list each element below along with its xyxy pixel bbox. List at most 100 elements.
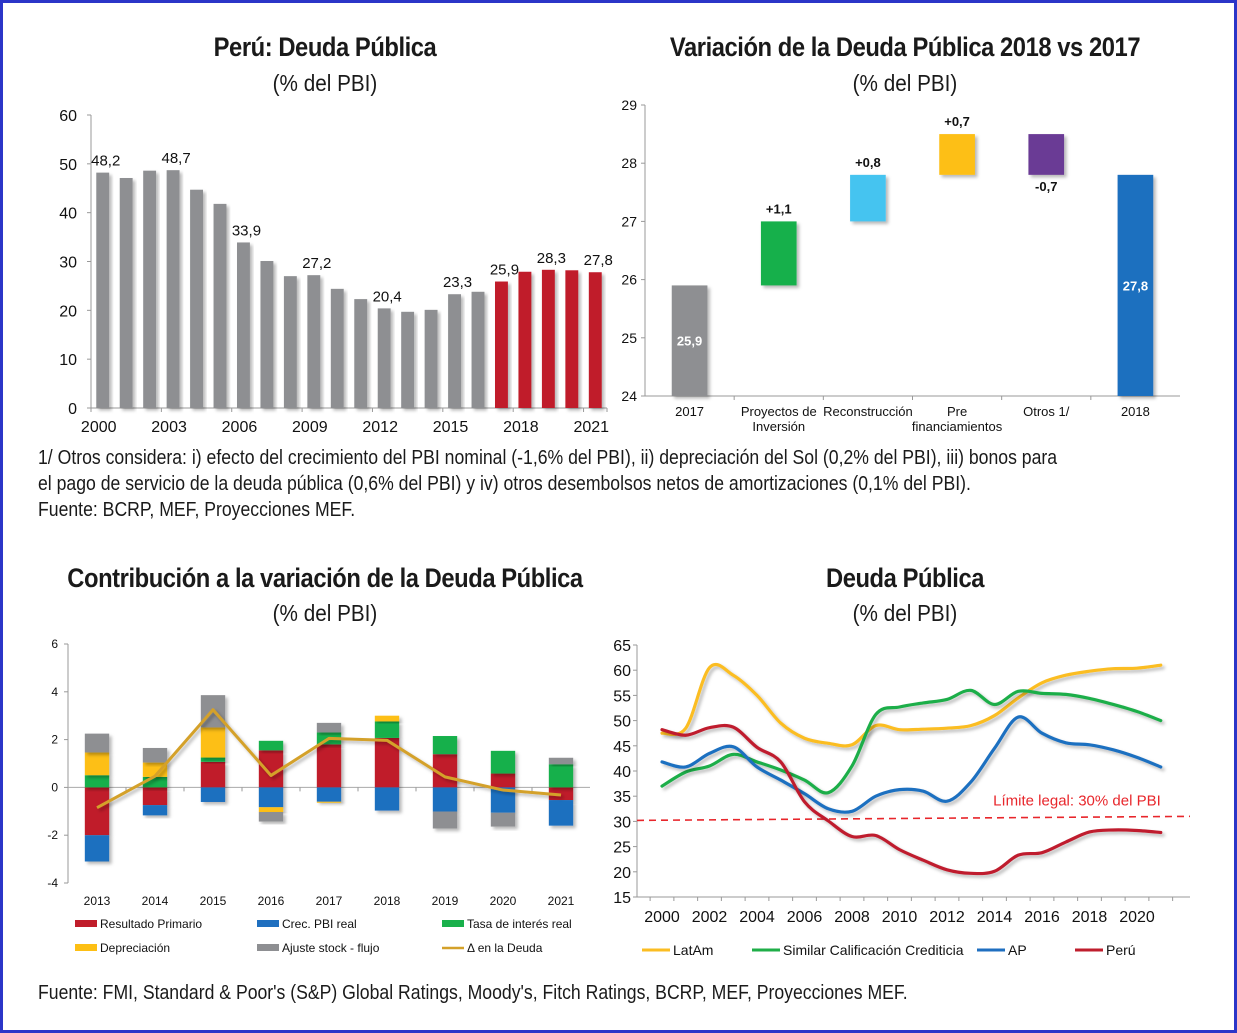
y-tick-label: 10 bbox=[59, 352, 77, 369]
x-tick-label: 2010 bbox=[882, 909, 918, 926]
chart2-subtitle: (% del PBI) bbox=[852, 70, 958, 96]
data-label: +0,8 bbox=[855, 155, 881, 170]
y-tick-label: 2 bbox=[51, 733, 58, 747]
x-tick-label: 2009 bbox=[292, 419, 328, 436]
stack-segment bbox=[142, 805, 168, 816]
x-tick-label: 2020 bbox=[490, 894, 517, 908]
y-tick-label: 30 bbox=[613, 814, 631, 831]
legend-label: LatAm bbox=[673, 942, 713, 958]
x-tick-label: 2018 bbox=[503, 419, 539, 436]
stack-segment bbox=[432, 811, 458, 829]
x-tick-label: 2012 bbox=[362, 419, 398, 436]
stack-segment bbox=[84, 775, 110, 788]
legend-swatch bbox=[257, 944, 279, 951]
bar bbox=[119, 177, 133, 408]
stack-segment bbox=[258, 740, 284, 751]
waterfall-bar bbox=[760, 221, 797, 286]
debt-comparison-line-chart: 15 20 25 30 35 40 45 50 55 60 65 2000 2002 2004 2006 20… bbox=[613, 638, 1191, 958]
legend-label: Perú bbox=[1106, 942, 1136, 958]
bar bbox=[377, 308, 391, 408]
legend-label: Δ en la Deuda bbox=[467, 941, 543, 955]
bar bbox=[401, 311, 415, 408]
y-tick-label: 29 bbox=[621, 97, 637, 113]
bar bbox=[354, 299, 368, 408]
x-tick-label: 2006 bbox=[222, 419, 258, 436]
x-tick-label: Reconstrucción bbox=[823, 404, 913, 419]
chart3-subtitle: (% del PBI) bbox=[272, 600, 378, 626]
y-tick-label: 26 bbox=[621, 272, 637, 288]
data-label: 27,2 bbox=[302, 255, 331, 272]
data-label: 48,7 bbox=[161, 150, 190, 167]
y-tick-label: 45 bbox=[613, 739, 631, 756]
y-tick-label: 50 bbox=[613, 714, 631, 731]
legend-swatch bbox=[75, 920, 97, 927]
y-tick-label: 0 bbox=[68, 401, 77, 418]
x-tick-label: 2019 bbox=[432, 894, 459, 908]
stack-segment bbox=[142, 787, 168, 806]
delta-debt-line bbox=[96, 708, 562, 810]
x-tick-label: 2014 bbox=[142, 894, 169, 908]
x-tick-label: Inversión bbox=[752, 419, 805, 434]
bar bbox=[424, 309, 438, 408]
stack-segment bbox=[258, 787, 284, 808]
bar bbox=[518, 271, 532, 408]
bar bbox=[166, 170, 180, 408]
data-label: 25,9 bbox=[490, 262, 519, 279]
x-tick-label: 2000 bbox=[81, 419, 117, 436]
x-tick-label: Otros 1/ bbox=[1023, 404, 1070, 419]
x-tick-label: 2015 bbox=[433, 419, 469, 436]
chart4-subtitle: (% del PBI) bbox=[852, 600, 958, 626]
data-label: 23,3 bbox=[443, 274, 472, 291]
legend-label: Resultado Primario bbox=[100, 917, 202, 931]
data-label: -0,7 bbox=[1035, 179, 1057, 194]
chart1-subtitle: (% del PBI) bbox=[272, 70, 378, 96]
bar bbox=[213, 203, 227, 408]
y-tick-label: 40 bbox=[59, 206, 77, 223]
legend-swatch bbox=[257, 920, 279, 927]
series-line bbox=[660, 715, 1163, 814]
contribution-stacked-chart: -4 -2 0 2 4 6 2013 2014 2015 2016 2017 2018 2019 2020… bbox=[47, 637, 590, 955]
chart2-title: Variación de la Deuda Pública 2018 vs 20… bbox=[669, 32, 1141, 62]
waterfall-bar bbox=[1117, 174, 1154, 396]
stack-segment bbox=[258, 807, 284, 813]
y-tick-label: 27 bbox=[621, 213, 637, 229]
stack-segment bbox=[84, 835, 110, 862]
stack-segment bbox=[200, 727, 226, 758]
footnote-source-1: Fuente: BCRP, MEF, Proyecciones MEF. bbox=[38, 498, 356, 521]
stack-segment bbox=[316, 787, 342, 802]
y-tick-label: -4 bbox=[47, 876, 58, 890]
bar bbox=[237, 242, 250, 408]
stack-segment bbox=[374, 715, 400, 722]
stack-segment bbox=[432, 787, 458, 812]
stack-segment bbox=[490, 773, 516, 788]
y-tick-label: 6 bbox=[51, 637, 58, 651]
waterfall-bar bbox=[671, 285, 708, 396]
bar bbox=[330, 288, 344, 408]
stack-segment bbox=[432, 736, 458, 755]
x-tick-label: 2014 bbox=[977, 909, 1013, 926]
data-label: 48,2 bbox=[91, 153, 120, 170]
series-line bbox=[660, 723, 1163, 876]
y-tick-label: 24 bbox=[621, 388, 637, 404]
x-tick-label: 2018 bbox=[1072, 909, 1108, 926]
y-tick-label: -2 bbox=[47, 828, 58, 842]
footnote-source-2: Fuente: FMI, Standard & Poor's (S&P) Glo… bbox=[38, 981, 908, 1004]
y-tick-label: 40 bbox=[613, 764, 631, 781]
y-tick-label: 20 bbox=[59, 303, 77, 320]
stack-segment bbox=[200, 761, 226, 788]
bar bbox=[565, 270, 579, 408]
series-line bbox=[660, 688, 1163, 795]
legend-label: Similar Calificación Crediticia bbox=[783, 942, 964, 958]
stack-segment bbox=[84, 752, 110, 776]
bar bbox=[307, 275, 321, 408]
data-label: 20,4 bbox=[373, 288, 402, 305]
data-label: 27,8 bbox=[1123, 278, 1148, 293]
x-tick-label: 2000 bbox=[644, 909, 680, 926]
y-tick-label: 30 bbox=[59, 255, 77, 272]
data-label: +1,1 bbox=[766, 201, 792, 216]
legend-swatch bbox=[75, 944, 97, 951]
x-tick-label: Pre bbox=[947, 404, 967, 419]
data-label: +0,7 bbox=[944, 114, 970, 129]
bar bbox=[143, 170, 157, 408]
y-tick-label: 28 bbox=[621, 155, 637, 171]
